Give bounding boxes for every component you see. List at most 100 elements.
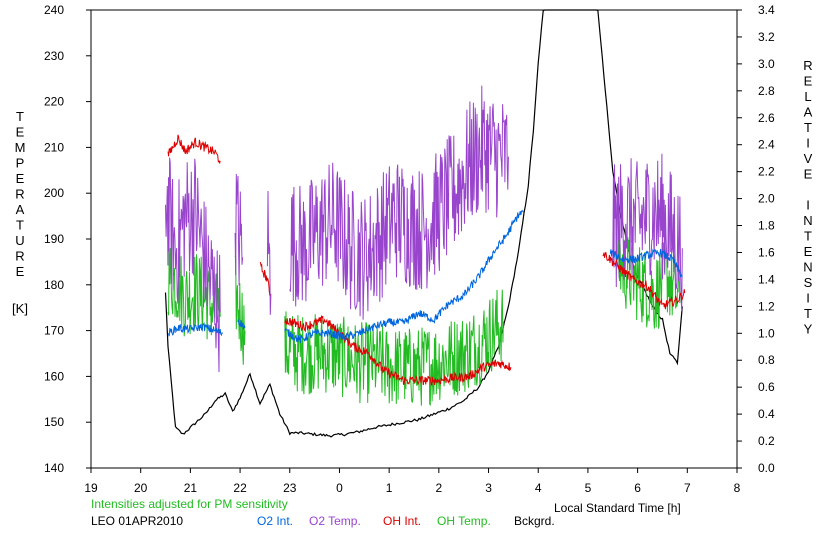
right-tick-label: 3.2: [758, 30, 775, 44]
left-tick-label: 190: [44, 232, 64, 246]
right-tick-label: 0.8: [758, 353, 775, 367]
x-tick-label: 5: [585, 481, 592, 495]
right-tick-label: 1.0: [758, 326, 775, 340]
axis-label-letter: V: [804, 151, 813, 166]
axis-label-letter: T: [804, 306, 812, 321]
axis-label-letter: A: [804, 105, 813, 120]
right-tick-label: 1.4: [758, 272, 775, 286]
left-tick-label: 210: [44, 140, 64, 154]
right-tick-label: 2.0: [758, 192, 775, 206]
x-axis-ticks: 19 20 21 22 23 0 1 2 3 4 5 6 7 8: [84, 468, 741, 495]
left-tick-label: 230: [44, 49, 64, 63]
axis-label-letter: I: [806, 136, 810, 151]
series-line-o2-int-: [284, 209, 524, 344]
series-line-oh-int-: [259, 261, 271, 296]
left-tick-label: 200: [44, 186, 64, 200]
x-tick-label: 4: [535, 481, 542, 495]
axis-label-letter: R: [15, 249, 24, 264]
axis-label-letter: T: [16, 109, 24, 124]
x-tick-label: 1: [386, 481, 393, 495]
right-tick-label: 0.4: [758, 407, 775, 421]
left-axis-unit: [K]: [12, 301, 28, 316]
x-tick-label: 19: [84, 481, 98, 495]
left-tick-label: 170: [44, 324, 64, 338]
left-tick-label: 150: [44, 415, 64, 429]
axis-label-letter: M: [15, 140, 26, 155]
series-line-o2-int-: [167, 322, 223, 337]
x-tick-label: 23: [283, 481, 297, 495]
x-axis-label: Local Standard Time [h]: [554, 501, 681, 515]
legend-item: OH Int.: [383, 514, 421, 528]
axis-label-letter: N: [803, 213, 812, 228]
legend-item: Bckgrd.: [514, 514, 555, 528]
x-tick-label: 21: [184, 481, 198, 495]
left-tick-label: 180: [44, 278, 64, 292]
station-label: LEO 01APR2010: [91, 514, 183, 528]
x-tick-label: 0: [336, 481, 343, 495]
x-tick-label: 2: [436, 481, 443, 495]
legend-item: OH Temp.: [437, 514, 491, 528]
axis-label-letter: I: [806, 198, 810, 213]
series-line-background: [164, 9, 683, 438]
right-tick-label: 2.6: [758, 111, 775, 125]
right-tick-label: 2.8: [758, 84, 775, 98]
axis-label-letter: R: [15, 187, 24, 202]
axis-label-letter: T: [804, 229, 812, 244]
axis-label-letter: A: [16, 202, 25, 217]
series-line-o2-temp-: [289, 85, 509, 320]
right-tick-label: 3.0: [758, 57, 775, 71]
axis-label-letter: S: [804, 275, 813, 290]
axis-label-letter: T: [804, 120, 812, 135]
x-tick-label: 20: [134, 481, 148, 495]
axis-label-letter: L: [804, 89, 811, 104]
right-tick-label: 0.6: [758, 380, 775, 394]
series-line-oh-int-: [167, 134, 221, 164]
series-line-o2-temp-: [234, 173, 244, 286]
series-line-oh-temp-: [284, 289, 504, 406]
series-line-oh-temp--late: [617, 223, 681, 329]
legend-item: O2 Temp.: [309, 514, 361, 528]
x-tick-label: 6: [634, 481, 641, 495]
axis-label-letter: N: [803, 260, 812, 275]
series-line-o2-int--late: [609, 248, 683, 278]
axis-label-letter: U: [15, 233, 24, 248]
axis-label-letter: E: [804, 167, 813, 182]
series-line-o2-temp-: [165, 157, 221, 373]
left-tick-label: 160: [44, 369, 64, 383]
axis-label-letter: T: [16, 218, 24, 233]
right-tick-label: 1.8: [758, 219, 775, 233]
left-tick-label: 220: [44, 95, 64, 109]
series-line-oh-int-: [284, 314, 512, 387]
left-tick-label: 240: [44, 3, 64, 17]
axis-label-letter: P: [16, 156, 25, 171]
right-tick-label: 2.2: [758, 165, 775, 179]
right-tick-label: 3.4: [758, 3, 775, 17]
series-line-o2-int-: [237, 318, 246, 330]
axis-label-letter: I: [806, 291, 810, 306]
axis-label-letter: E: [16, 171, 25, 186]
axis-label-letter: E: [16, 264, 25, 279]
series-line-oh-int--late: [602, 251, 686, 310]
right-tick-label: 2.4: [758, 138, 775, 152]
axis-label-letter: E: [804, 244, 813, 259]
series-line-o2-temp-: [266, 190, 272, 315]
axis-label-letter: E: [16, 125, 25, 140]
x-tick-label: 8: [734, 481, 741, 495]
plot-series: [164, 9, 686, 438]
right-tick-label: 1.2: [758, 299, 775, 313]
axis-label-letter: R: [803, 58, 812, 73]
right-tick-label: 1.6: [758, 245, 775, 259]
x-tick-label: 22: [233, 481, 247, 495]
legend: O2 Int. O2 Temp. OH Int. OH Temp. Bckgrd.: [257, 514, 555, 528]
series-line-oh-temp-: [234, 255, 246, 365]
right-tick-label: 0.2: [758, 434, 775, 448]
axis-label-letter: Y: [804, 322, 813, 337]
legend-item: O2 Int.: [257, 514, 293, 528]
x-tick-label: 3: [485, 481, 492, 495]
left-tick-label: 140: [44, 461, 64, 475]
right-tick-label: 0.0: [758, 461, 775, 475]
x-tick-label: 7: [684, 481, 691, 495]
